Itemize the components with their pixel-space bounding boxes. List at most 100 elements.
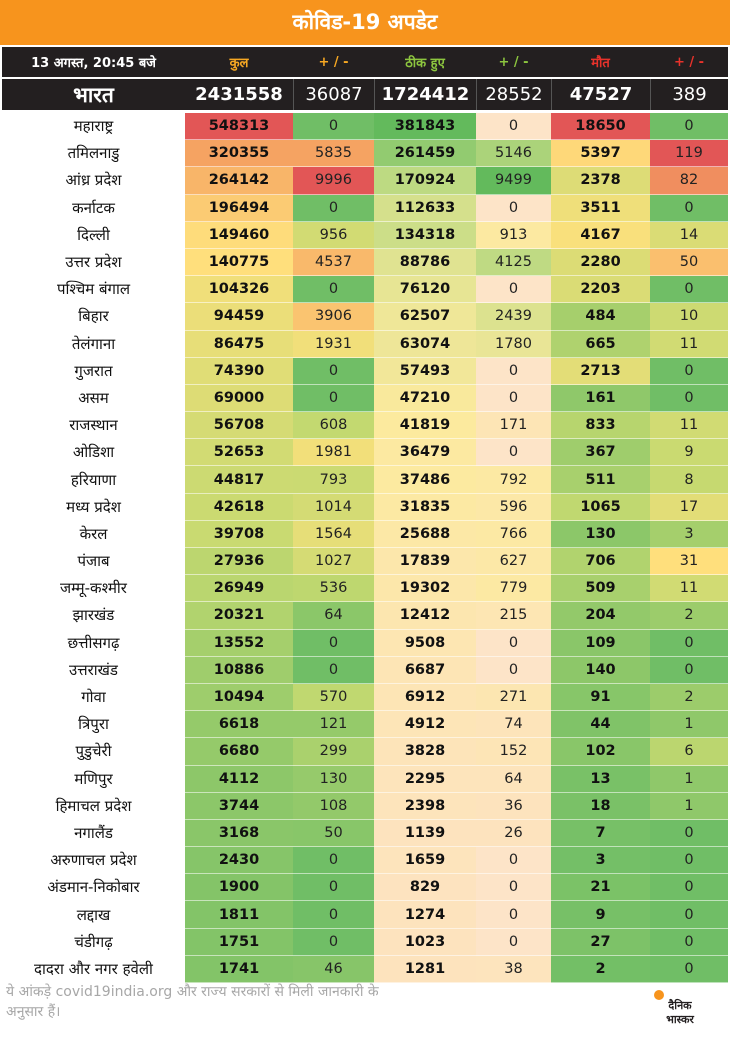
deaths-change: 17 bbox=[650, 493, 728, 521]
table-row: मध्य प्रदेश 42618 1014 31835 596 1065 17 bbox=[2, 493, 728, 521]
recovered-change: 9499 bbox=[476, 167, 551, 195]
deaths-change: 6 bbox=[650, 738, 728, 766]
total-cases: 13552 bbox=[185, 629, 293, 657]
table-row: तेलंगाना 86475 1931 63074 1780 665 11 bbox=[2, 330, 728, 358]
total-cases: 2430 bbox=[185, 847, 293, 875]
table-row: पंजाब 27936 1027 17839 627 706 31 bbox=[2, 548, 728, 576]
deaths: 13 bbox=[551, 765, 650, 793]
table-row: नगालैंड 3168 50 1139 26 7 0 bbox=[2, 819, 728, 848]
state-name: ओडिशा bbox=[2, 439, 185, 467]
recovered: 112633 bbox=[374, 194, 476, 222]
total-change: 1931 bbox=[293, 330, 374, 358]
state-name: अंडमान-निकोबार bbox=[2, 874, 185, 902]
recovered: 9508 bbox=[374, 629, 476, 657]
recovered: 1659 bbox=[374, 847, 476, 875]
deaths: 2203 bbox=[551, 276, 650, 304]
total-change: 956 bbox=[293, 221, 374, 249]
deaths-change: 10 bbox=[650, 303, 728, 331]
deaths: 5397 bbox=[551, 140, 650, 168]
state-name: दिल्ली bbox=[2, 221, 185, 249]
deaths: 1065 bbox=[551, 493, 650, 521]
total-cases: 56708 bbox=[185, 412, 293, 440]
recovered: 57493 bbox=[374, 357, 476, 385]
total-cases: 42618 bbox=[185, 493, 293, 521]
state-name: छत्तीसगढ़ bbox=[2, 629, 185, 657]
state-name: अरुणाचल प्रदेश bbox=[2, 847, 185, 875]
total-cases: 104326 bbox=[185, 276, 293, 304]
total-cases: 26949 bbox=[185, 575, 293, 603]
deaths: 102 bbox=[551, 738, 650, 766]
state-name: पंजाब bbox=[2, 548, 185, 576]
deaths: 367 bbox=[551, 439, 650, 467]
state-name: कर्नाटक bbox=[2, 194, 185, 222]
recovered: 88786 bbox=[374, 248, 476, 277]
state-name: हरियाणा bbox=[2, 466, 185, 494]
total-change: 5835 bbox=[293, 140, 374, 168]
page-title: कोविड-19 अपडेट bbox=[0, 0, 730, 45]
logo-bottom-text: भास्कर bbox=[666, 1013, 694, 1026]
header-deaths: मौत bbox=[591, 56, 610, 71]
table-row: पुडुचेरी 6680 299 3828 152 102 6 bbox=[2, 738, 728, 766]
total-change: 1981 bbox=[293, 439, 374, 467]
recovered-change: 0 bbox=[476, 357, 551, 385]
recovered-change: 64 bbox=[476, 765, 551, 793]
recovered: 41819 bbox=[374, 412, 476, 440]
total-cases: 140775 bbox=[185, 248, 293, 277]
header-total-change: + / - bbox=[318, 54, 349, 70]
header-deaths-change: + / - bbox=[673, 54, 705, 70]
national-total: 2431558 bbox=[195, 84, 283, 105]
recovered: 36479 bbox=[374, 439, 476, 467]
header-total: कुल bbox=[229, 56, 249, 71]
total-cases: 69000 bbox=[185, 384, 293, 413]
deaths-change: 3 bbox=[650, 520, 728, 548]
recovered: 31835 bbox=[374, 493, 476, 521]
total-change: 0 bbox=[293, 357, 374, 385]
table-row: दिल्ली 149460 956 134318 913 4167 14 bbox=[2, 221, 728, 249]
recovered: 829 bbox=[374, 874, 476, 902]
deaths-change: 0 bbox=[650, 928, 728, 956]
total-change: 46 bbox=[293, 955, 374, 983]
total-cases: 10494 bbox=[185, 683, 293, 712]
deaths: 509 bbox=[551, 575, 650, 603]
recovered: 1274 bbox=[374, 901, 476, 929]
deaths: 833 bbox=[551, 412, 650, 440]
total-change: 121 bbox=[293, 711, 374, 739]
state-name: उत्तराखंड bbox=[2, 656, 185, 684]
deaths-change: 82 bbox=[650, 167, 728, 195]
table-row: मणिपुर 4112 130 2295 64 13 1 bbox=[2, 765, 728, 793]
total-cases: 548313 bbox=[185, 113, 293, 141]
table-row: उत्तराखंड 10886 0 6687 0 140 0 bbox=[2, 656, 728, 684]
state-name: असम bbox=[2, 384, 185, 413]
table-row: दादरा और नगर हवेली 1741 46 1281 38 2 0 bbox=[2, 955, 728, 983]
total-cases: 6680 bbox=[185, 738, 293, 766]
recovered-change: 596 bbox=[476, 493, 551, 521]
total-cases: 39708 bbox=[185, 520, 293, 548]
deaths-change: 9 bbox=[650, 439, 728, 467]
total-cases: 6618 bbox=[185, 711, 293, 739]
total-change: 0 bbox=[293, 384, 374, 413]
deaths-change: 2 bbox=[650, 683, 728, 712]
table-row: हरियाणा 44817 793 37486 792 511 8 bbox=[2, 466, 728, 494]
state-table: महाराष्ट्र 548313 0 381843 0 18650 0 तमिलनाडु 32… bbox=[2, 113, 728, 983]
table-row: अंडमान-निकोबार 1900 0 829 0 21 0 bbox=[2, 874, 728, 902]
table-row: चंडीगढ़ 1751 0 1023 0 27 0 bbox=[2, 928, 728, 956]
recovered-change: 0 bbox=[476, 847, 551, 875]
total-change: 64 bbox=[293, 602, 374, 630]
table-row: बिहार 94459 3906 62507 2439 484 10 bbox=[2, 303, 728, 331]
total-change: 4537 bbox=[293, 248, 374, 277]
recovered-change: 792 bbox=[476, 466, 551, 494]
total-change: 0 bbox=[293, 656, 374, 684]
state-name: चंडीगढ़ bbox=[2, 928, 185, 956]
deaths: 2713 bbox=[551, 357, 650, 385]
deaths-change: 11 bbox=[650, 412, 728, 440]
recovered: 12412 bbox=[374, 602, 476, 630]
state-name: जम्मू-कश्मीर bbox=[2, 575, 185, 603]
total-change: 0 bbox=[293, 629, 374, 657]
recovered: 17839 bbox=[374, 548, 476, 576]
recovered-change: 2439 bbox=[476, 303, 551, 331]
recovered: 25688 bbox=[374, 520, 476, 548]
recovered: 37486 bbox=[374, 466, 476, 494]
national-recovered-change: 28552 bbox=[476, 79, 551, 110]
state-name: पश्चिम बंगाल bbox=[2, 276, 185, 304]
recovered: 170924 bbox=[374, 167, 476, 195]
